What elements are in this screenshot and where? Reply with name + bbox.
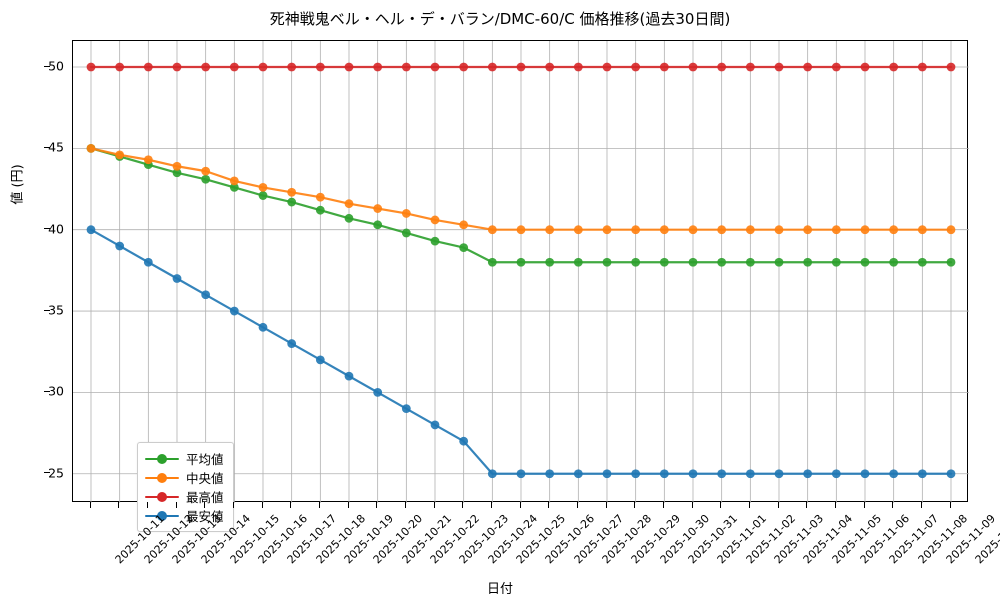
y-tick-mark bbox=[44, 65, 50, 67]
legend-item-中央値: 中央値 bbox=[145, 468, 224, 487]
legend-swatch-icon bbox=[145, 490, 179, 504]
y-tick-label: 25 bbox=[48, 465, 64, 481]
x-tick-mark bbox=[519, 502, 521, 508]
legend-item-label: 平均値 bbox=[186, 452, 224, 467]
x-tick-mark bbox=[404, 502, 407, 508]
legend-swatch-icon bbox=[145, 509, 179, 523]
x-tick-mark bbox=[548, 502, 550, 508]
x-tick-mark bbox=[433, 502, 435, 508]
x-tick-mark bbox=[662, 502, 665, 508]
series-最安値 bbox=[86, 225, 956, 479]
x-tick-mark bbox=[806, 502, 808, 508]
y-tick-label: 40 bbox=[48, 221, 64, 237]
y-tick-mark bbox=[44, 309, 50, 311]
grid-lines bbox=[73, 41, 969, 503]
x-tick-mark bbox=[892, 502, 894, 508]
legend-item-label: 最高値 bbox=[186, 490, 224, 505]
x-tick-mark bbox=[89, 502, 91, 508]
plot-area: 平均値中央値最高値最安値 bbox=[72, 40, 969, 532]
x-axis-tick-labels: 2025-10-11 2025-10-12 2025-10-13 2025-10-14… bbox=[72, 508, 1000, 578]
x-tick-mark bbox=[376, 502, 378, 508]
plot-svg bbox=[73, 41, 969, 503]
x-tick-mark bbox=[720, 502, 722, 508]
y-tick-mark bbox=[44, 390, 50, 393]
legend-item-最安値: 最安値 bbox=[145, 506, 224, 525]
y-tick-mark bbox=[44, 146, 50, 149]
x-tick-mark bbox=[462, 502, 464, 508]
legend-item-label: 中央値 bbox=[186, 471, 224, 486]
y-tick-label: 50 bbox=[48, 58, 64, 74]
y-axis-tick-labels: 25 30 35 40 45 50 bbox=[22, 40, 64, 502]
chart-legend: 平均値中央値最高値最安値 bbox=[137, 442, 234, 532]
y-axis-label: 値 (円) bbox=[10, 164, 26, 205]
x-tick-mark bbox=[748, 502, 751, 508]
legend-swatch-icon bbox=[145, 452, 179, 466]
x-tick-mark bbox=[920, 502, 923, 508]
y-tick-mark bbox=[44, 228, 50, 230]
legend-swatch-icon bbox=[145, 471, 179, 485]
x-tick-mark bbox=[777, 502, 779, 508]
x-tick-mark bbox=[261, 502, 263, 508]
x-tick-mark bbox=[290, 502, 292, 508]
x-tick-mark bbox=[576, 502, 579, 508]
x-tick-mark bbox=[175, 502, 177, 508]
x-tick-mark bbox=[347, 502, 349, 508]
x-tick-mark bbox=[949, 502, 951, 508]
x-tick-mark bbox=[605, 502, 607, 508]
x-tick-mark bbox=[863, 502, 865, 508]
x-tick-mark bbox=[834, 502, 837, 508]
legend-item-最高値: 最高値 bbox=[145, 487, 224, 506]
y-tick-label: 30 bbox=[48, 383, 64, 399]
x-tick-mark bbox=[146, 502, 149, 508]
x-tick-mark bbox=[232, 502, 235, 508]
y-tick-mark bbox=[44, 472, 50, 474]
y-tick-label: 35 bbox=[48, 302, 64, 318]
x-tick-mark bbox=[691, 502, 693, 508]
series-最高値 bbox=[86, 62, 956, 72]
series-中央値 bbox=[86, 143, 956, 235]
x-tick-mark bbox=[490, 502, 493, 508]
x-axis-label: 日付 bbox=[486, 582, 513, 597]
legend-item-label: 最安値 bbox=[186, 509, 224, 524]
chart-title: 死神戦鬼ベル・ヘル・デ・バラン/DMC-60/C 価格推移(過去30日間) bbox=[269, 10, 731, 28]
x-tick-mark bbox=[204, 502, 206, 508]
x-tick-mark bbox=[118, 502, 120, 508]
x-tick-mark bbox=[634, 502, 636, 508]
legend-item-平均値: 平均値 bbox=[145, 449, 224, 468]
x-tick-mark bbox=[318, 502, 321, 508]
y-tick-label: 45 bbox=[48, 139, 64, 155]
